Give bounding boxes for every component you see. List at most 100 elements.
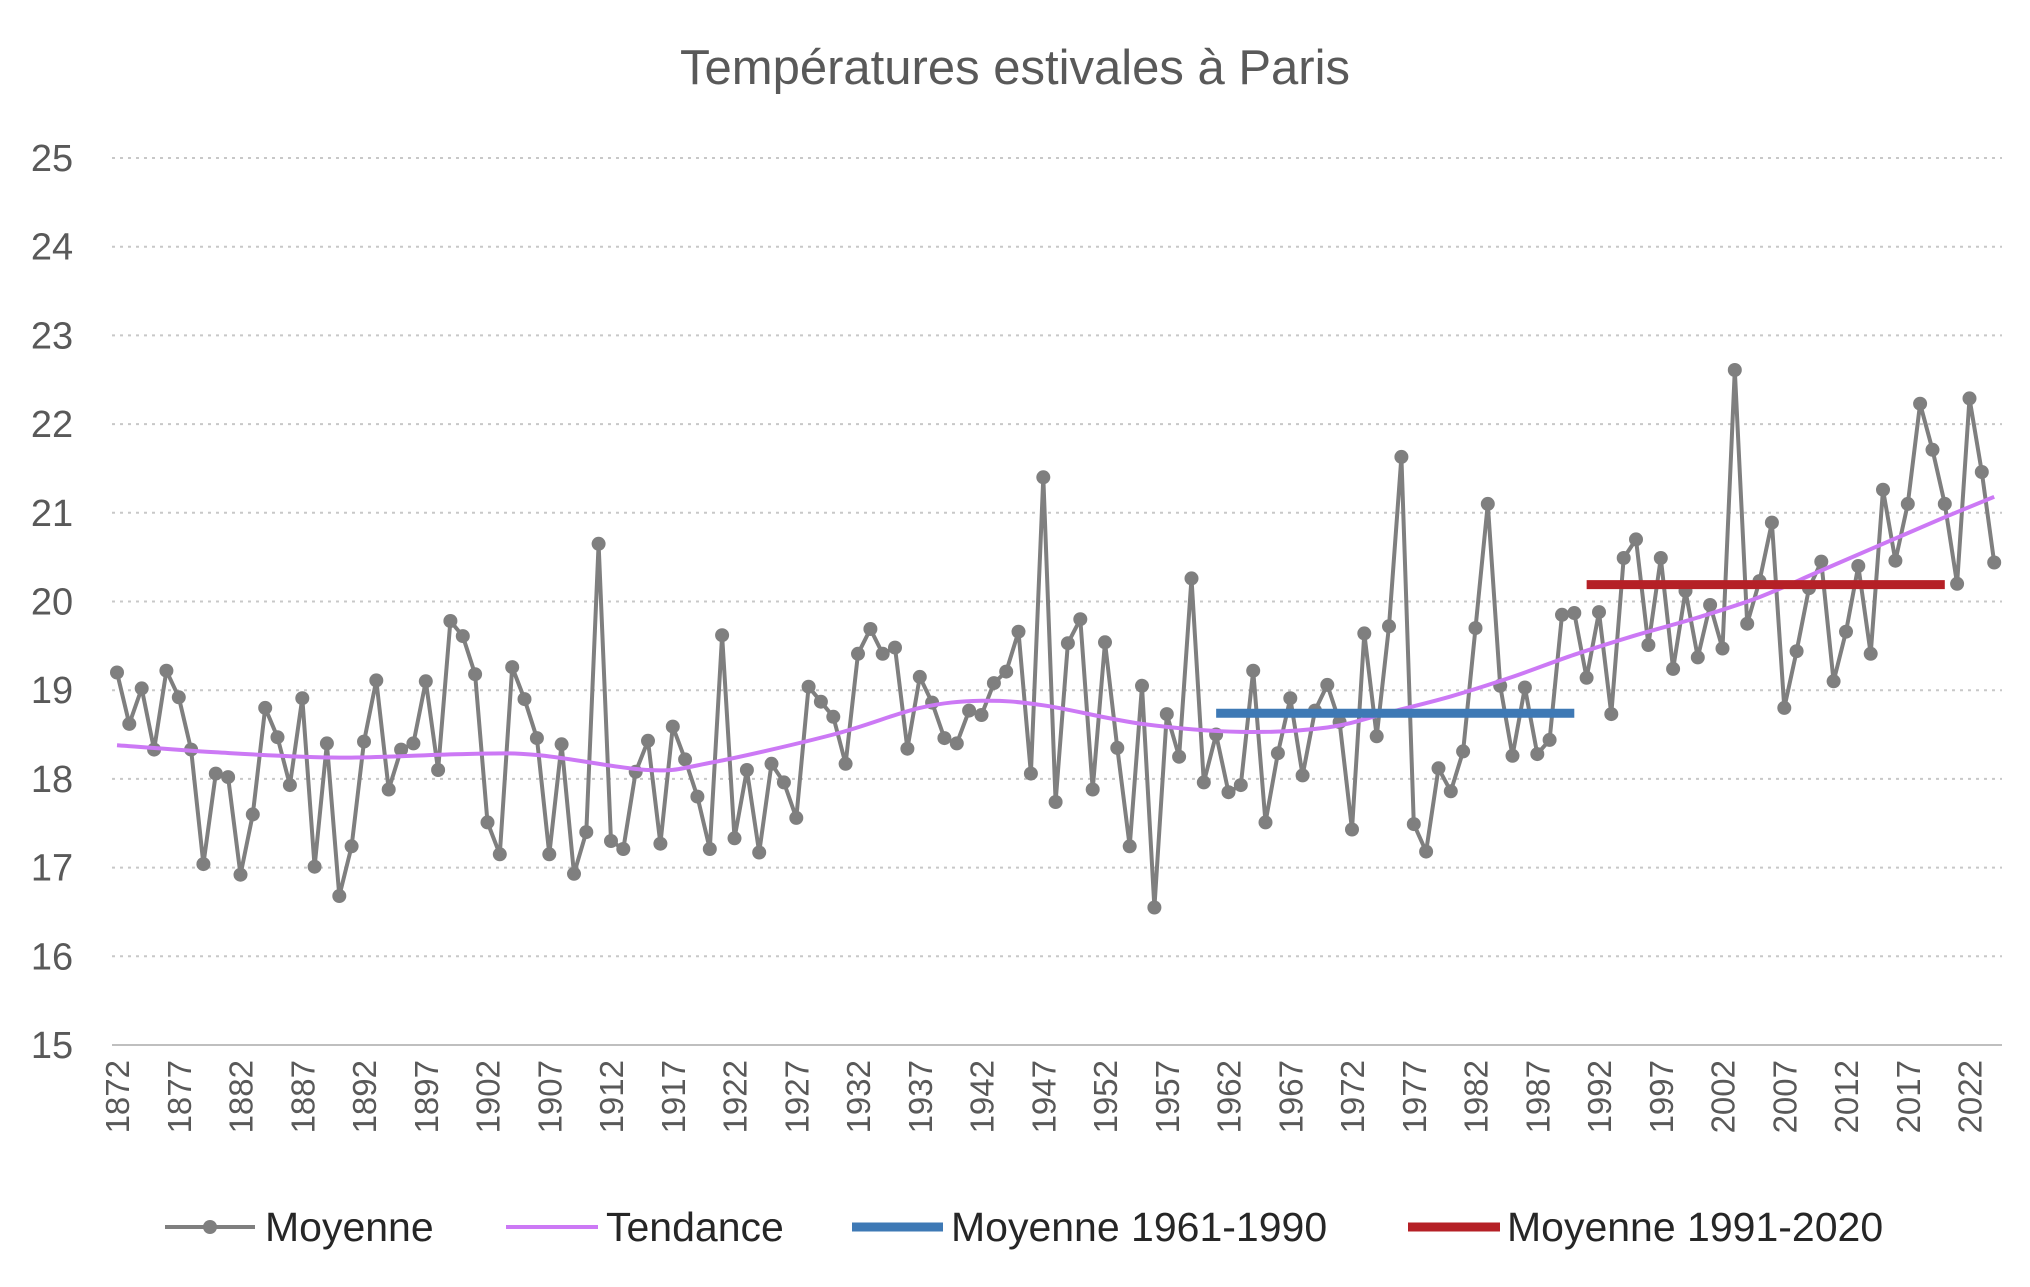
data-point-1902: [480, 815, 495, 830]
y-tick-label: 21: [31, 493, 73, 535]
data-point-1893: [369, 673, 384, 688]
data-point-1942: [974, 708, 989, 722]
x-tick-label: 1917: [655, 1060, 692, 1133]
data-point-1886: [282, 778, 297, 793]
data-point-1998: [1666, 661, 1681, 676]
data-point-1951: [1085, 782, 1100, 797]
data-point-2015: [1876, 482, 1890, 497]
data-point-1941: [962, 703, 977, 718]
data-point-1913: [616, 842, 631, 856]
data-point-2014: [1863, 646, 1878, 661]
x-tick-label: 1887: [284, 1060, 321, 1133]
x-tick-label: 1947: [1025, 1060, 1062, 1133]
data-point-1877: [171, 690, 186, 705]
data-point-1936: [900, 741, 915, 756]
data-point-1944: [999, 664, 1014, 679]
x-tick-label: 2002: [1705, 1060, 1742, 1133]
data-point-2017: [1900, 496, 1915, 511]
x-tick-label: 1962: [1211, 1060, 1248, 1133]
data-point-1883: [245, 807, 260, 822]
data-point-1928: [801, 679, 816, 694]
data-point-2016: [1888, 553, 1903, 568]
data-point-1986: [1517, 680, 1532, 695]
data-point-2019: [1925, 442, 1940, 457]
data-point-1888: [307, 859, 322, 874]
x-tick-label: 1927: [778, 1060, 815, 1133]
data-point-2023: [1974, 465, 1989, 479]
data-point-1885: [270, 730, 285, 745]
x-tick-label: 2012: [1828, 1060, 1865, 1133]
data-point-1900: [455, 629, 470, 644]
y-tick-label: 18: [31, 759, 73, 801]
data-point-2018: [1913, 396, 1928, 411]
data-point-1910: [579, 825, 594, 840]
data-point-2008: [1789, 644, 1804, 659]
data-point-1930: [826, 709, 841, 724]
data-point-1881: [221, 770, 236, 785]
data-point-2020: [1937, 496, 1952, 511]
data-point-1926: [776, 775, 791, 790]
data-point-1960: [1196, 775, 1211, 790]
legend-label-tendance: Tendance: [606, 1204, 784, 1250]
data-point-1945: [1011, 624, 1026, 639]
y-tick-label: 24: [31, 227, 73, 269]
x-tick-label: 1987: [1519, 1060, 1556, 1133]
x-tick-label: 1957: [1149, 1060, 1186, 1133]
x-tick-label: 1977: [1396, 1060, 1433, 1133]
legend: Moyenne Tendance Moyenne 1961-1990 Moyenne …: [165, 1204, 1883, 1250]
data-point-2021: [1950, 576, 1965, 591]
legend-label-moyenne-1991-2020: Moyenne 1991-2020: [1507, 1204, 1883, 1250]
data-point-1906: [529, 731, 544, 746]
data-point-2022: [1962, 391, 1977, 406]
data-point-1983: [1480, 496, 1495, 511]
data-point-2007: [1777, 700, 1792, 715]
data-point-2012: [1839, 624, 1853, 639]
data-point-2002: [1715, 641, 1730, 656]
data-point-1940: [949, 736, 964, 751]
data-point-1950: [1073, 612, 1088, 627]
data-point-2004: [1740, 616, 1755, 631]
data-point-2011: [1826, 674, 1841, 689]
y-tick-label: 15: [31, 1025, 73, 1067]
data-point-1895: [394, 742, 409, 757]
data-point-1891: [344, 839, 359, 854]
data-point-1949: [1060, 636, 1075, 651]
data-point-1973: [1357, 626, 1372, 641]
data-point-1912: [604, 834, 618, 848]
x-tick-label: 1882: [223, 1060, 260, 1133]
y-tick-label: 23: [31, 315, 73, 357]
data-point-1921: [715, 628, 730, 643]
x-tick-label: 2017: [1890, 1060, 1927, 1133]
data-point-1929: [813, 694, 828, 709]
data-point-1946: [1023, 766, 1038, 781]
x-tick-label: 1972: [1334, 1060, 1371, 1133]
data-point-1901: [468, 667, 483, 682]
data-point-1981: [1456, 744, 1471, 759]
data-point-1948: [1048, 795, 1063, 809]
data-point-1977: [1406, 817, 1421, 832]
data-point-1915: [641, 733, 655, 748]
data-point-1954: [1122, 839, 1137, 854]
data-point-1968: [1295, 768, 1310, 783]
data-point-1935: [888, 640, 902, 655]
series-line-moyenne: [115, 368, 1997, 910]
data-point-1995: [1629, 532, 1643, 547]
data-point-1976: [1394, 449, 1409, 464]
data-point-1923: [739, 763, 754, 777]
data-point-2013: [1851, 559, 1866, 573]
y-tick-label: 25: [31, 138, 73, 180]
data-point-1952: [1098, 635, 1112, 650]
data-point-2000: [1690, 650, 1705, 665]
data-point-1882: [233, 867, 248, 882]
data-point-1972: [1345, 822, 1359, 837]
data-point-2010: [1814, 554, 1829, 569]
data-point-1897: [418, 674, 433, 689]
data-point-1965: [1258, 815, 1273, 830]
data-point-1947: [1036, 470, 1051, 485]
data-point-1916: [653, 836, 668, 851]
data-point-1918: [678, 752, 693, 767]
data-point-1905: [517, 692, 532, 707]
gridlines: [112, 157, 2002, 1046]
data-point-1994: [1616, 551, 1631, 565]
data-point-1880: [208, 766, 223, 781]
